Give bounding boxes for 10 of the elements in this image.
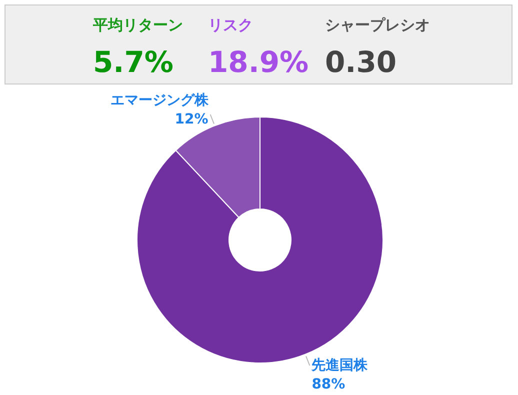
text: シャープレシオ [325,16,430,34]
text: 平均リターン [92,16,183,34]
data-label: 88% [312,376,346,393]
text: 5.7% [93,45,174,79]
data-label: 12% [174,111,208,128]
text: 18.9% [208,45,309,79]
text: 0.30 [325,45,397,79]
slice-label: エマージング株 [110,92,210,108]
slice-label: 先進国株 [310,358,369,374]
text: リスク [208,16,253,34]
